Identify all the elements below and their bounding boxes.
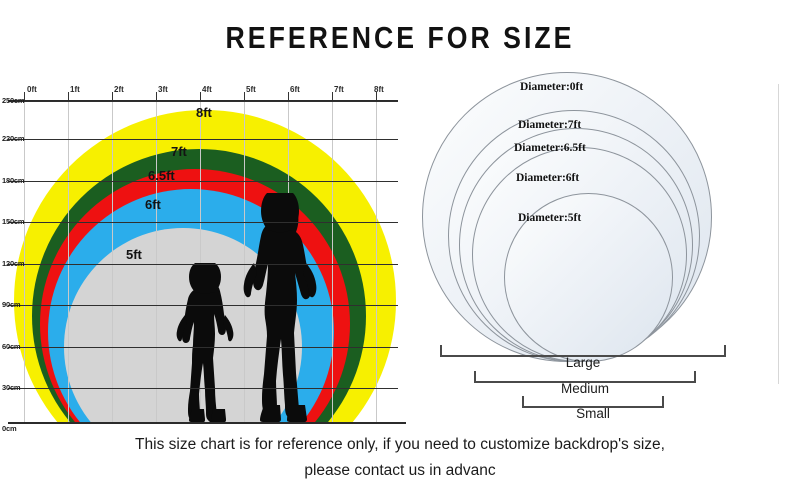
x-tick-label-7: 7ft: [334, 85, 344, 94]
y-tick-label-220cm: 220cm: [2, 134, 25, 143]
y-tick-label-150cm: 150cm: [2, 217, 25, 226]
caption-line-1: This size chart is for reference only, i…: [135, 436, 665, 453]
x-tick-label-8: 8ft: [374, 85, 384, 94]
grid-line-220cm: [8, 139, 398, 140]
x-tick-label-6: 6ft: [290, 85, 300, 94]
grid-line-250cm: [8, 101, 398, 102]
arc-label-7ft: 7ft: [171, 144, 187, 159]
baseline-0cm: [8, 422, 406, 424]
footer-caption: This size chart is for reference only, i…: [40, 432, 760, 484]
y-tick-label-180cm: 180cm: [2, 176, 25, 185]
grid-line-60cm: [8, 347, 398, 348]
arc-label-8ft: 8ft: [196, 105, 212, 120]
caption-line-2: please contact us in advanc: [304, 462, 496, 479]
x-tick-label-0: 0ft: [27, 85, 37, 94]
y-tick-label-120cm: 120cm: [2, 259, 25, 268]
x-tick-label-5: 5ft: [246, 85, 256, 94]
x-tick-mark: [288, 92, 289, 100]
page-title: REFERENCE FOR SIZE: [225, 20, 575, 55]
bracket-label-large: Large: [565, 355, 601, 370]
x-tick-mark: [68, 92, 69, 100]
grid-line-150cm: [8, 222, 398, 223]
grid-line-vertical: [24, 101, 25, 422]
y-tick-label-250cm: 250cm: [2, 96, 25, 105]
grid-line-vertical: [244, 101, 245, 422]
disc-label-7ft: Diameter:7ft: [518, 119, 582, 131]
x-tick-mark: [332, 92, 333, 100]
panel-edge-divider: [778, 84, 779, 384]
x-tick-mark: [156, 92, 157, 100]
grid-line-vertical: [68, 101, 69, 422]
x-tick-label-2: 2ft: [114, 85, 124, 94]
bracket-label-medium: Medium: [560, 381, 609, 396]
grid-line-vertical: [200, 101, 201, 422]
x-tick-mark: [112, 92, 113, 100]
disc-label-8ft: Diameter:0ft: [520, 81, 584, 93]
disc-diagram-panel: Diameter:0ft Diameter:7ft Diameter:6.5ft…: [418, 62, 778, 362]
y-tick-label-30cm: 30cm: [2, 383, 21, 392]
child-silhouette: [176, 263, 234, 422]
disc-5ft: [504, 193, 673, 362]
x-tick-label-3: 3ft: [158, 85, 168, 94]
disc-label-5ft: Diameter:5ft: [518, 212, 582, 224]
x-tick-label-4: 4ft: [202, 85, 212, 94]
arc-plot-area: 8ft 7ft 6.5ft 6ft 5ft: [8, 101, 398, 422]
x-tick-mark: [200, 92, 201, 100]
grid-line-vertical: [332, 101, 333, 422]
y-tick-label-60cm: 60cm: [2, 342, 21, 351]
y-tick-label-0cm: 0cm: [2, 424, 17, 433]
grid-line-180cm: [8, 181, 398, 182]
grid-line-30cm: [8, 388, 398, 389]
disc-label-6ft: Diameter:6ft: [516, 172, 580, 184]
x-tick-label-1: 1ft: [70, 85, 80, 94]
x-tick-mark: [376, 92, 377, 100]
arc-label-6_5ft: 6.5ft: [148, 168, 175, 183]
grid-line-vertical: [376, 101, 377, 422]
bracket-large: [440, 345, 726, 357]
arc-label-6ft: 6ft: [145, 197, 161, 212]
y-tick-label-90cm: 90cm: [2, 300, 21, 309]
arc-label-5ft: 5ft: [126, 247, 142, 262]
bracket-medium: [474, 371, 696, 383]
grid-line-vertical: [112, 101, 113, 422]
measurement-panel: 0ft 1ft 2ft 3ft 4ft 5ft 6ft 7ft 8ft: [0, 78, 412, 433]
adult-silhouette: [243, 193, 317, 422]
bracket-label-small: Small: [576, 406, 610, 421]
bracket-small: [522, 396, 664, 408]
x-tick-mark: [24, 92, 25, 100]
x-tick-mark: [244, 92, 245, 100]
grid-line-vertical: [156, 101, 157, 422]
grid-line-120cm: [8, 264, 398, 265]
disc-label-6_5ft: Diameter:6.5ft: [514, 142, 586, 154]
grid-line-90cm: [8, 305, 398, 306]
